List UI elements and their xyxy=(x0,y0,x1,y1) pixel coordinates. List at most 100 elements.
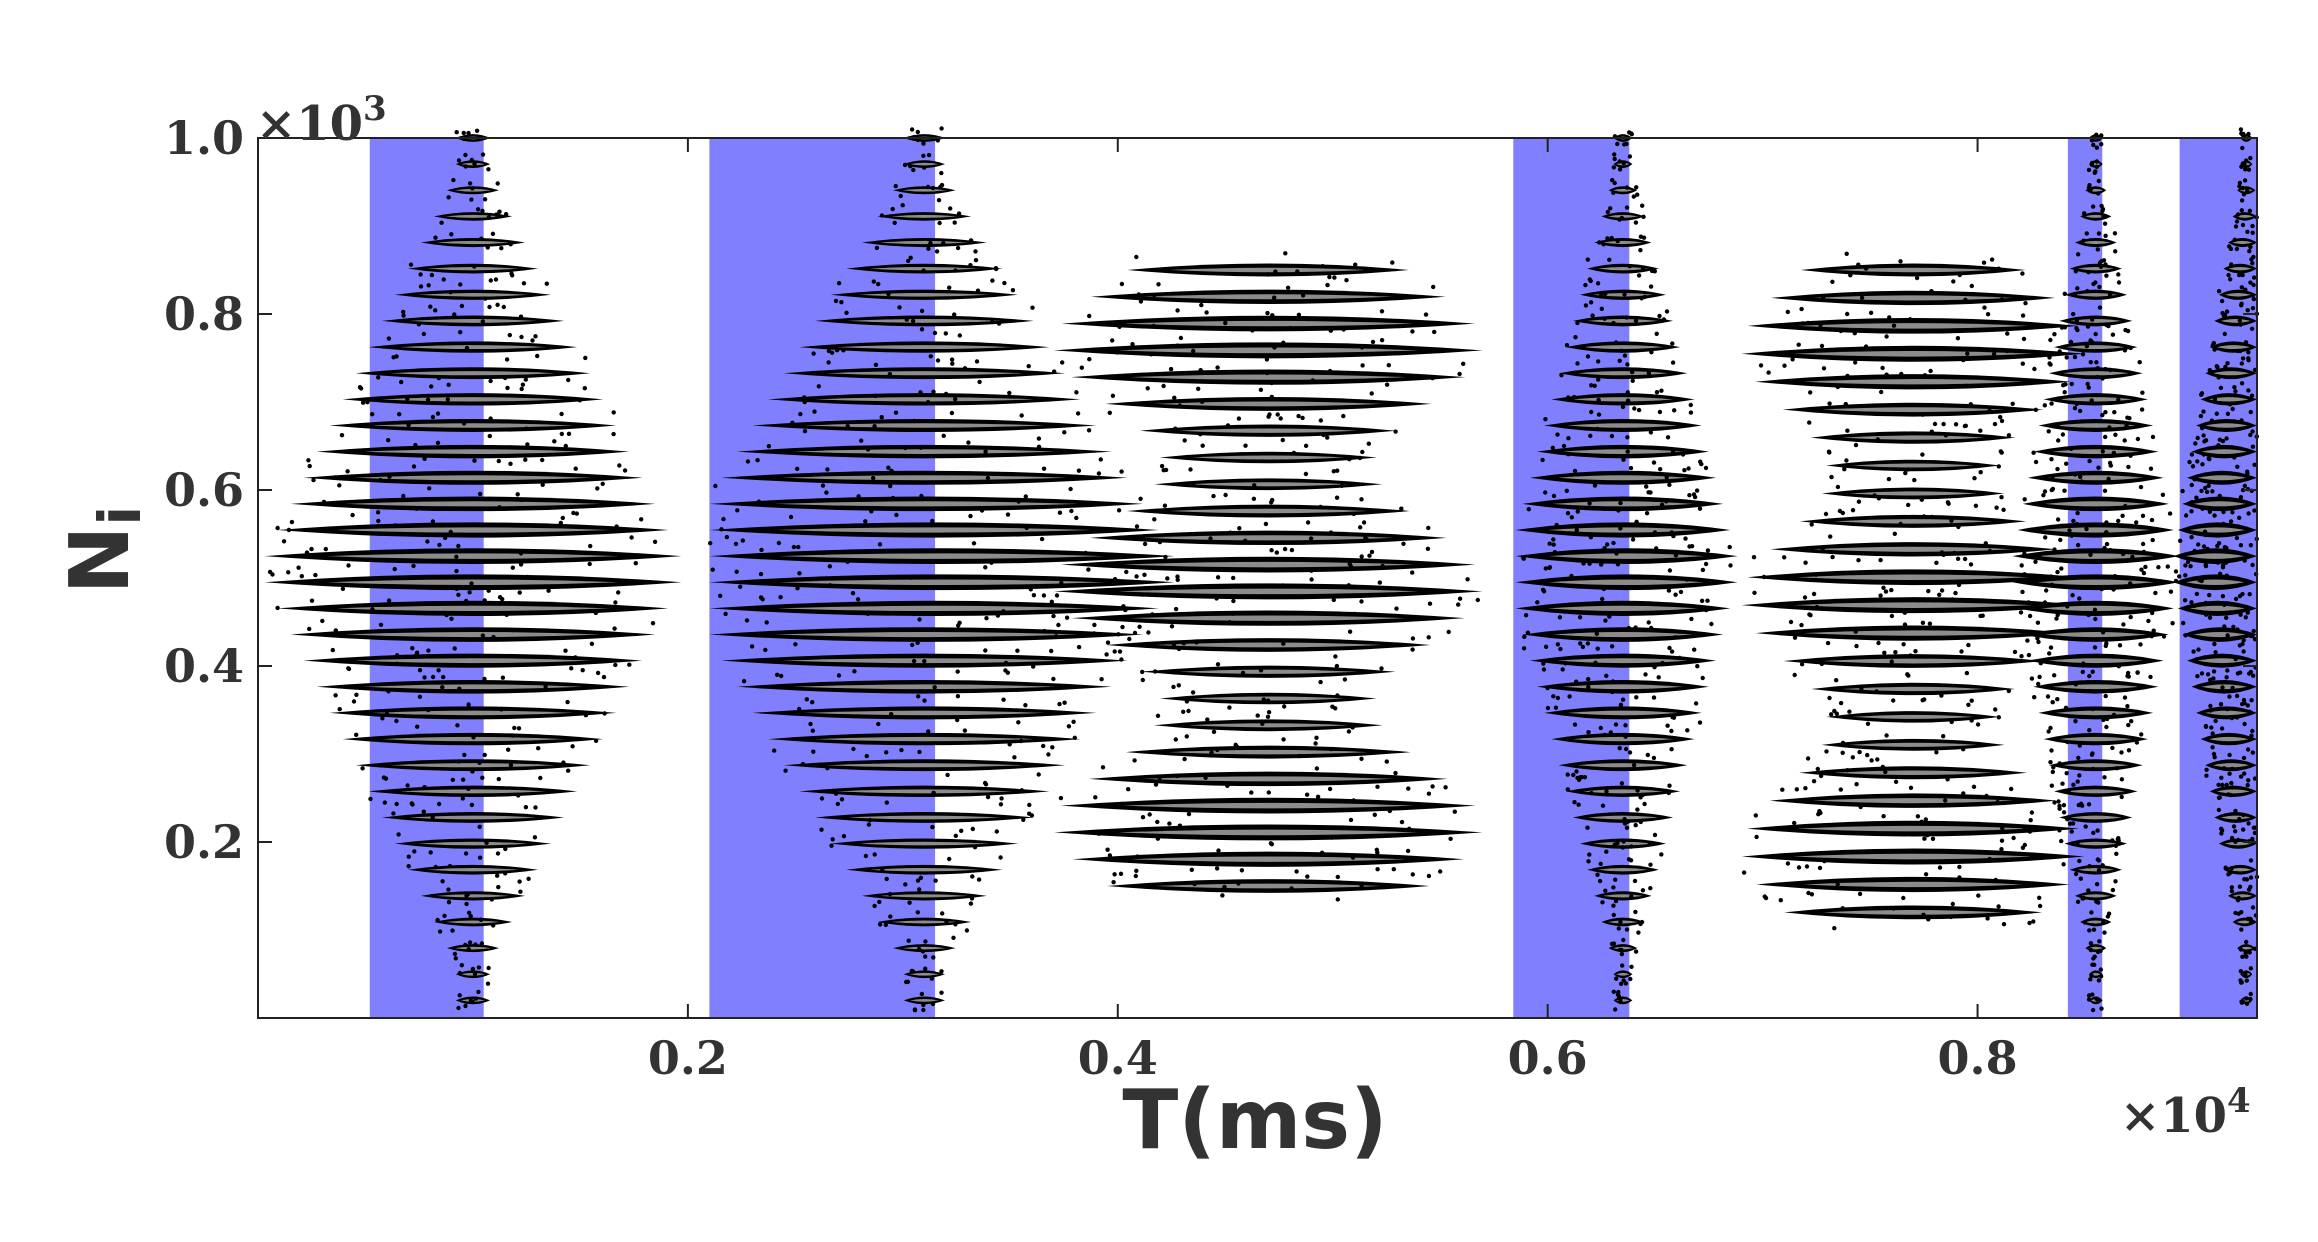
spike-dot xyxy=(897,305,902,310)
spindle-core xyxy=(2216,345,2250,350)
spike-dot xyxy=(1625,449,1630,454)
spike-dot xyxy=(2087,728,2092,733)
spike-dot xyxy=(775,672,780,677)
spike-dot xyxy=(2075,840,2080,846)
spike-dot xyxy=(1669,649,1675,654)
spike-dot xyxy=(1822,858,1827,864)
spike-dot xyxy=(955,717,960,723)
spindle-core xyxy=(909,162,939,166)
spike-dot xyxy=(1600,596,1605,602)
spike-dot xyxy=(340,586,346,591)
spike-dot xyxy=(1876,496,1882,501)
spike-dot xyxy=(2233,808,2238,814)
spike-dot xyxy=(2128,345,2133,351)
spike-dot xyxy=(2049,582,2055,587)
spike-dot xyxy=(2243,615,2248,620)
spike-dot xyxy=(1845,311,1850,317)
spike-dot xyxy=(1188,467,1193,472)
spindle-core xyxy=(1562,684,1684,690)
spike-dot xyxy=(418,272,423,277)
spike-dot xyxy=(1328,530,1334,535)
spike-dot xyxy=(1119,801,1124,807)
spike-dot xyxy=(1590,313,1595,318)
spike-dot xyxy=(1886,476,1892,482)
spike-dot xyxy=(1621,978,1626,983)
spike-dot xyxy=(449,232,454,237)
spike-dot xyxy=(756,499,762,504)
spike-dot xyxy=(909,127,915,132)
spike-dot xyxy=(1611,190,1616,195)
spike-dot xyxy=(470,966,476,972)
spike-dot xyxy=(1596,359,1601,364)
spike-dot xyxy=(939,170,944,176)
spike-dot xyxy=(1624,825,1630,830)
spike-dot xyxy=(2243,158,2249,163)
spike-dot xyxy=(998,855,1003,860)
spike-dot xyxy=(1943,798,1948,803)
spike-dot xyxy=(2088,360,2093,365)
spike-dot xyxy=(1687,493,1692,498)
spike-dot xyxy=(808,721,813,727)
spike-dot xyxy=(2119,750,2124,755)
spindle-core xyxy=(418,293,528,297)
spike-dot xyxy=(928,240,933,246)
spike-dot xyxy=(893,410,899,415)
spike-dot xyxy=(1186,708,1191,714)
spike-dot xyxy=(1372,812,1378,817)
spike-dot xyxy=(386,598,392,603)
spike-dot xyxy=(1809,522,1814,527)
spike-dot xyxy=(1612,156,1617,162)
spike-dot xyxy=(1379,338,1385,343)
spike-dot xyxy=(735,508,740,513)
spike-dot xyxy=(337,707,342,712)
spike-dot xyxy=(1334,663,1340,669)
spike-dot xyxy=(1339,483,1345,488)
spike-dot xyxy=(915,878,921,883)
spike-dot xyxy=(1596,412,1602,417)
spike-dot xyxy=(1859,295,1865,300)
spike-dot xyxy=(2207,368,2212,373)
spike-dot xyxy=(2248,991,2253,997)
spike-dot xyxy=(454,130,459,135)
spike-dot xyxy=(2097,284,2102,290)
spike-dot xyxy=(1379,666,1384,671)
spike-dot xyxy=(566,768,571,773)
spike-dot xyxy=(2151,628,2156,633)
spike-dot xyxy=(447,863,453,869)
spike-dot xyxy=(466,130,471,136)
spike-dot xyxy=(1543,490,1548,495)
spike-dot xyxy=(2100,412,2105,418)
spike-dot xyxy=(1342,677,1348,682)
spike-dot xyxy=(1341,413,1346,419)
spike-dot xyxy=(1685,728,1690,733)
spike-dot xyxy=(2246,350,2251,355)
spike-dot xyxy=(921,141,926,146)
spike-dot xyxy=(2134,520,2139,525)
spike-dot xyxy=(2239,418,2244,423)
spike-dot xyxy=(2116,836,2121,841)
spike-dot xyxy=(1603,618,1608,623)
spike-dot xyxy=(1265,272,1271,277)
spike-dot xyxy=(984,616,989,621)
spike-dot xyxy=(2220,782,2225,788)
spike-dot xyxy=(2104,273,2109,278)
spike-dot xyxy=(2220,565,2226,570)
spindle-core xyxy=(390,763,556,768)
spike-dot xyxy=(713,483,718,489)
spike-dot xyxy=(2201,544,2207,549)
spike-dot xyxy=(915,129,920,135)
spike-dot xyxy=(617,463,622,468)
spike-dot xyxy=(985,475,991,481)
spike-dot xyxy=(1379,309,1385,314)
spike-dot xyxy=(467,590,472,595)
spike-dot xyxy=(1648,862,1653,867)
spike-dot xyxy=(811,749,816,754)
spike-dot xyxy=(589,641,595,646)
spike-dot xyxy=(1891,323,1897,328)
spike-dot xyxy=(1457,596,1463,601)
spike-dot xyxy=(397,412,402,417)
spike-dot xyxy=(307,463,312,469)
spike-dot xyxy=(2148,466,2154,471)
spike-dot xyxy=(2127,416,2132,421)
spike-dot xyxy=(1612,842,1618,847)
